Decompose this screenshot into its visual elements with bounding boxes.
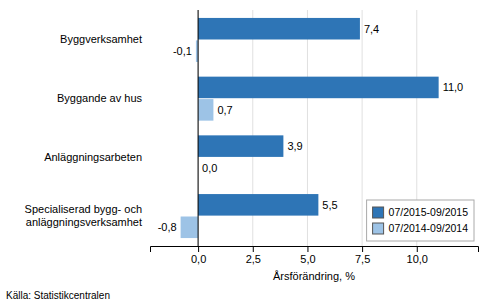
y-tick-label: Byggverksamhet — [60, 33, 142, 45]
grid-line — [362, 10, 363, 246]
bar — [198, 77, 439, 99]
x-tick-mark — [253, 246, 254, 252]
chart-svg: 0,0 2,5 5,0 7,5 10,0 Byggverksamhet Byggande a… — [0, 0, 493, 304]
y-tick: Byggverksamhet — [60, 33, 142, 45]
x-axis-line — [151, 247, 479, 253]
bar — [198, 18, 360, 40]
y-tick-label-line: Anläggningsarbeten — [44, 151, 142, 163]
legend-label: 07/2014-09/2014 — [389, 222, 469, 234]
data-label: 7,4 — [364, 23, 379, 35]
data-label: 11,0 — [443, 81, 464, 93]
data-label: -0,8 — [158, 221, 177, 233]
data-label: 0,0 — [202, 162, 217, 174]
x-tick-label: 0,0 — [191, 253, 206, 265]
grid — [198, 10, 417, 246]
y-tick-label: Specialiserad bygg- ochanläggningsverksa… — [25, 203, 142, 228]
x-tick-label: 5,0 — [300, 253, 315, 265]
x-tick: 5,0 — [300, 246, 315, 265]
data-label: 3,9 — [287, 140, 302, 152]
legend-label: 07/2015-09/2015 — [389, 206, 469, 218]
x-tick-mark — [198, 246, 199, 252]
y-tick-label: Anläggningsarbeten — [44, 151, 142, 163]
x-tick: 2,5 — [246, 246, 261, 265]
x-tick-label: 10,0 — [407, 253, 428, 265]
y-tick-label-line: Byggande av hus — [57, 92, 143, 104]
y-tick: Specialiserad bygg- ochanläggningsverksa… — [25, 203, 142, 228]
bar — [181, 217, 198, 239]
legend-swatch — [373, 223, 384, 234]
x-tick-label: 2,5 — [246, 253, 261, 265]
legend-item: 07/2015-09/2015 — [373, 206, 469, 218]
bar — [198, 99, 213, 121]
y-axis: Byggverksamhet Byggande av hus Anläggnings… — [25, 33, 143, 227]
grid-line — [198, 10, 199, 246]
y-tick: Byggande av hus — [57, 92, 143, 104]
y-tick-label-line: Specialiserad bygg- och — [25, 203, 142, 215]
y-tick-label-line: anläggningsverksamhet — [26, 216, 142, 228]
source-note: Källa: Statistikcentralen — [6, 290, 110, 301]
y-tick-label: Byggande av hus — [57, 92, 143, 104]
x-tick-mark — [307, 246, 308, 252]
plot-area: 0,0 2,5 5,0 7,5 10,0 Byggverksamhet Byggande a… — [25, 10, 479, 265]
data-label: 0,7 — [217, 104, 232, 116]
zero-line — [198, 10, 199, 246]
x-tick: 10,0 — [407, 246, 428, 265]
x-tick: 0,0 — [191, 246, 206, 265]
x-axis-title: Årsförändring, % — [273, 270, 355, 282]
legend-swatch — [373, 207, 384, 218]
legend-box — [367, 200, 474, 241]
x-tick-mark — [362, 246, 363, 252]
x-tick-mark — [417, 246, 418, 252]
data-label: 5,5 — [322, 199, 337, 211]
x-tick-label: 7,5 — [355, 253, 370, 265]
x-axis: 0,0 2,5 5,0 7,5 10,0 — [151, 246, 479, 265]
x-tick: 7,5 — [355, 246, 370, 265]
bar — [198, 194, 318, 216]
legend-item: 07/2014-09/2014 — [373, 222, 469, 234]
bar-series — [198, 18, 439, 216]
data-label: -0,1 — [173, 45, 192, 57]
legend: 07/2015-09/2015 07/2014-09/2014 — [367, 200, 474, 241]
y-tick-label-line: Byggverksamhet — [60, 33, 142, 45]
y-tick: Anläggningsarbeten — [44, 151, 142, 163]
bar — [198, 135, 283, 157]
bar-series — [181, 40, 214, 238]
